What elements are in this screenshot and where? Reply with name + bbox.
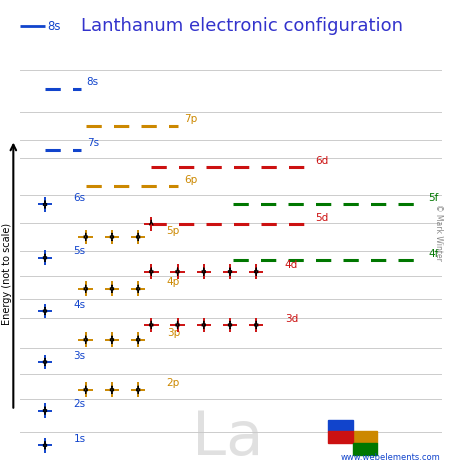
Text: 5f: 5f	[428, 193, 438, 203]
Bar	[328, 431, 353, 443]
Text: 4d: 4d	[285, 260, 298, 270]
Bar	[353, 443, 377, 455]
Bar	[353, 431, 377, 443]
Text: 3s: 3s	[73, 351, 86, 361]
Text: 5d: 5d	[315, 212, 328, 223]
Text: Lanthanum electronic configuration: Lanthanum electronic configuration	[81, 17, 403, 35]
Text: 2p: 2p	[167, 378, 180, 388]
Bar	[328, 420, 353, 431]
Text: 8s: 8s	[87, 77, 99, 87]
Text: 3d: 3d	[285, 313, 298, 324]
Text: © Mark Winter: © Mark Winter	[434, 204, 443, 261]
Text: 5s: 5s	[73, 246, 86, 256]
Text: 7s: 7s	[87, 138, 99, 148]
Text: Energy (not to scale): Energy (not to scale)	[1, 223, 11, 325]
Text: 1s: 1s	[73, 434, 86, 444]
Text: 2s: 2s	[73, 399, 86, 409]
Text: 8s: 8s	[47, 19, 61, 33]
Text: 4p: 4p	[167, 277, 180, 287]
Text: 6d: 6d	[315, 156, 328, 166]
Text: 3p: 3p	[167, 328, 180, 338]
Text: La: La	[192, 409, 264, 468]
Text: 4f: 4f	[428, 249, 438, 259]
Text: 4s: 4s	[73, 300, 86, 310]
Text: 6p: 6p	[184, 174, 197, 184]
Text: www.webelements.com: www.webelements.com	[341, 453, 441, 462]
Text: 7p: 7p	[184, 114, 197, 124]
Text: 6s: 6s	[73, 193, 86, 203]
Text: 5p: 5p	[167, 226, 180, 236]
